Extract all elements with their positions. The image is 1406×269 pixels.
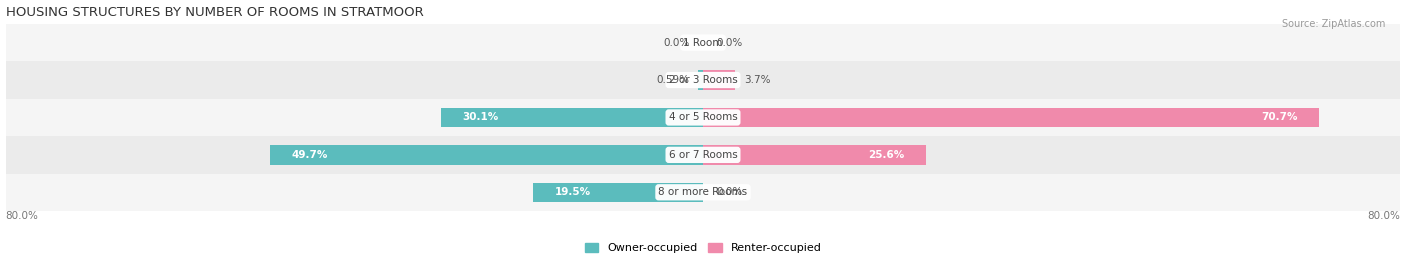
Bar bbox=[703, 70, 735, 90]
Text: 8 or more Rooms: 8 or more Rooms bbox=[658, 187, 748, 197]
Text: 19.5%: 19.5% bbox=[555, 187, 591, 197]
Bar bbox=[703, 108, 1319, 127]
Text: 0.59%: 0.59% bbox=[657, 75, 689, 85]
Text: 0.0%: 0.0% bbox=[664, 38, 690, 48]
Bar bbox=[440, 108, 703, 127]
Text: 1 Room: 1 Room bbox=[683, 38, 723, 48]
Text: 0.0%: 0.0% bbox=[716, 38, 742, 48]
Bar bbox=[533, 183, 703, 202]
Text: HOUSING STRUCTURES BY NUMBER OF ROOMS IN STRATMOOR: HOUSING STRUCTURES BY NUMBER OF ROOMS IN… bbox=[6, 6, 423, 19]
Text: 2 or 3 Rooms: 2 or 3 Rooms bbox=[669, 75, 737, 85]
Text: 4 or 5 Rooms: 4 or 5 Rooms bbox=[669, 112, 737, 122]
Text: 80.0%: 80.0% bbox=[1368, 211, 1400, 221]
Bar bbox=[6, 99, 1400, 136]
Text: 25.6%: 25.6% bbox=[868, 150, 904, 160]
Text: 6 or 7 Rooms: 6 or 7 Rooms bbox=[669, 150, 737, 160]
Text: 30.1%: 30.1% bbox=[463, 112, 499, 122]
Bar bbox=[6, 61, 1400, 99]
Text: 49.7%: 49.7% bbox=[291, 150, 328, 160]
Text: 70.7%: 70.7% bbox=[1261, 112, 1298, 122]
Text: 0.0%: 0.0% bbox=[716, 187, 742, 197]
Legend: Owner-occupied, Renter-occupied: Owner-occupied, Renter-occupied bbox=[581, 239, 825, 258]
Bar bbox=[6, 136, 1400, 174]
Bar bbox=[703, 145, 927, 165]
Text: 80.0%: 80.0% bbox=[6, 211, 38, 221]
Text: 3.7%: 3.7% bbox=[744, 75, 770, 85]
Bar bbox=[270, 145, 703, 165]
Text: Source: ZipAtlas.com: Source: ZipAtlas.com bbox=[1281, 19, 1385, 29]
Bar bbox=[697, 70, 703, 90]
Bar bbox=[6, 174, 1400, 211]
Bar bbox=[6, 24, 1400, 61]
